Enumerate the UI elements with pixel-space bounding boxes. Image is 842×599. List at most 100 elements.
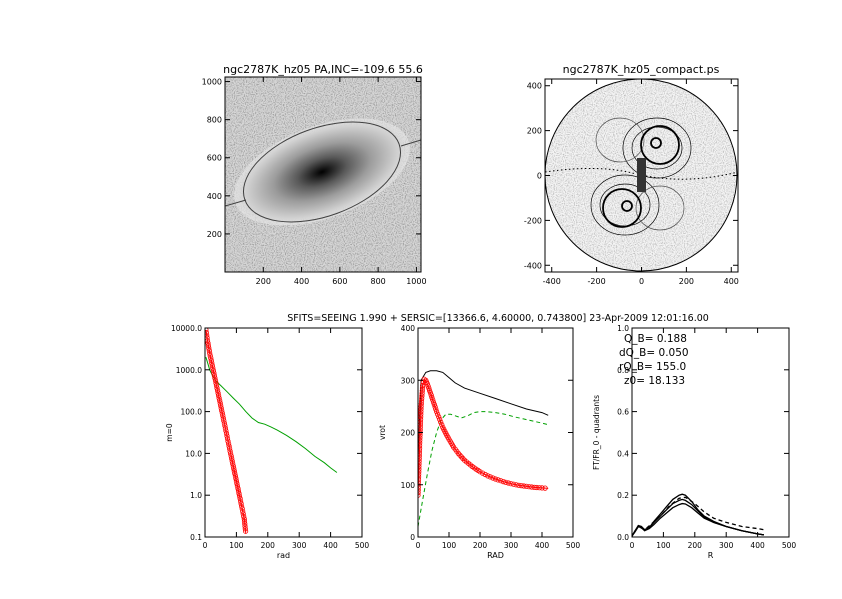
series-marker bbox=[429, 394, 435, 401]
series-marker bbox=[492, 476, 499, 482]
plot-frame bbox=[204, 327, 363, 538]
series-marker bbox=[418, 398, 425, 404]
y-tick-label: 400 bbox=[401, 324, 416, 333]
series-marker bbox=[205, 340, 211, 346]
series-marker bbox=[477, 469, 483, 475]
vrot-curve-plot: 0 100 200 300 400 500 0 100 200 300 400 RAD vrot bbox=[378, 324, 580, 560]
x-axis-label: rad bbox=[277, 551, 290, 560]
fit-header: SFITS=SEEING 1.990 + SERSIC=[13366.6, 4.… bbox=[287, 313, 709, 324]
y-tick-label: 10.0 bbox=[185, 449, 202, 458]
image-y-tick-label: 400 bbox=[207, 192, 222, 201]
central-bar bbox=[637, 158, 646, 192]
series-marker bbox=[529, 484, 535, 490]
series-line bbox=[418, 370, 549, 459]
series-marker bbox=[536, 485, 543, 491]
series-marker bbox=[231, 468, 237, 474]
series-marker bbox=[418, 411, 424, 417]
image-x-tick-label: 1000 bbox=[406, 277, 426, 286]
series-marker bbox=[523, 483, 530, 489]
series-marker bbox=[418, 461, 422, 467]
series-marker bbox=[433, 408, 440, 415]
series-marker bbox=[419, 385, 426, 391]
x-tick-label: 200 bbox=[261, 541, 276, 550]
series-marker bbox=[455, 450, 461, 456]
series-marker bbox=[427, 390, 433, 396]
series-marker bbox=[498, 478, 504, 484]
image-y-tick-label: 800 bbox=[207, 116, 222, 125]
x-tick-label: 300 bbox=[504, 541, 519, 550]
series-marker bbox=[485, 473, 491, 479]
y-tick-label: 0.2 bbox=[617, 491, 629, 500]
series-marker bbox=[418, 466, 422, 472]
series-marker bbox=[235, 485, 241, 492]
series-marker bbox=[243, 528, 249, 534]
series-marker bbox=[218, 405, 224, 411]
series-marker bbox=[231, 465, 237, 472]
series-marker bbox=[418, 450, 422, 456]
x-axis-label: RAD bbox=[487, 551, 504, 560]
series-marker bbox=[418, 403, 424, 409]
plot-series-group bbox=[205, 328, 338, 534]
series-marker bbox=[418, 401, 424, 407]
x-tick-label: 400 bbox=[535, 541, 550, 550]
series-marker bbox=[436, 414, 442, 420]
series-marker bbox=[205, 335, 210, 341]
series-marker bbox=[232, 470, 238, 477]
dotted-contours bbox=[545, 167, 737, 180]
x-tick-label: 500 bbox=[782, 541, 797, 550]
series-marker bbox=[241, 518, 248, 525]
series-marker bbox=[230, 460, 236, 467]
series-marker bbox=[217, 400, 223, 406]
series-marker bbox=[431, 401, 437, 408]
series-marker bbox=[238, 500, 244, 507]
series-marker bbox=[224, 433, 230, 439]
compact-axis-ticks: -400 -200 0 200 400 -400 -200 0 200 400 bbox=[524, 79, 739, 286]
y-tick-label: 0.4 bbox=[617, 449, 629, 458]
series-marker bbox=[242, 523, 248, 529]
x-tick-label: 100 bbox=[442, 541, 457, 550]
series-marker bbox=[437, 416, 443, 422]
series-marker bbox=[235, 488, 242, 494]
series-marker bbox=[457, 452, 463, 458]
series-marker bbox=[205, 342, 211, 349]
series-marker bbox=[419, 388, 425, 394]
compact-y-tick-label: 0 bbox=[537, 172, 542, 181]
series-marker bbox=[418, 437, 423, 443]
series-marker bbox=[418, 469, 422, 475]
series-marker bbox=[418, 448, 423, 454]
series-marker bbox=[229, 455, 235, 462]
series-marker bbox=[418, 440, 423, 446]
y-tick-label: 100 bbox=[401, 481, 416, 490]
series-marker bbox=[226, 441, 232, 447]
series-marker bbox=[418, 443, 423, 449]
series-marker bbox=[424, 381, 430, 387]
y-axis-label: m=0 bbox=[165, 423, 174, 442]
series-marker bbox=[439, 422, 445, 428]
plot-frame bbox=[417, 327, 574, 538]
series-marker bbox=[216, 395, 222, 401]
series-marker bbox=[503, 479, 509, 485]
compact-x-tick-label: -200 bbox=[588, 277, 606, 286]
series-marker bbox=[223, 428, 229, 434]
series-marker bbox=[205, 330, 209, 336]
x-tick-label: 200 bbox=[688, 541, 703, 550]
series-marker bbox=[510, 481, 517, 487]
x-tick-label: 0 bbox=[630, 541, 635, 550]
series-marker bbox=[220, 415, 226, 421]
image-axis-ticks: 200 400 600 800 1000 200 400 600 800 1000 bbox=[202, 77, 427, 286]
compact-y-tick-label: -200 bbox=[524, 216, 542, 225]
series-marker bbox=[242, 521, 248, 527]
series-marker bbox=[212, 375, 218, 381]
series-marker bbox=[218, 402, 224, 409]
series-marker bbox=[222, 423, 228, 429]
series-marker bbox=[482, 471, 488, 478]
series-line bbox=[205, 357, 338, 473]
series-marker bbox=[236, 490, 242, 497]
series-marker bbox=[228, 451, 234, 457]
series-marker bbox=[428, 392, 434, 398]
series-marker bbox=[206, 345, 212, 351]
series-marker bbox=[438, 419, 444, 425]
compact-y-tick-label: 400 bbox=[527, 82, 542, 91]
x-tick-label: 500 bbox=[566, 541, 581, 550]
x-tick-label: 100 bbox=[656, 541, 671, 550]
